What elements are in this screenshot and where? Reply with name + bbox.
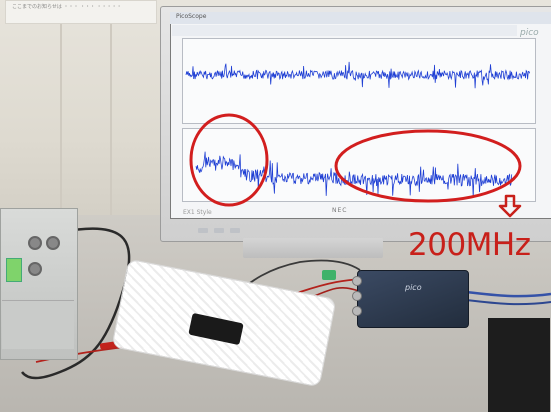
generator-knob[interactable] (28, 236, 42, 250)
trace-line (195, 151, 513, 198)
usb-cable-2 (465, 299, 551, 306)
wall-seam (110, 0, 112, 230)
upper-trace (185, 61, 531, 89)
app-titlebar (170, 12, 551, 24)
usb-cable (465, 290, 551, 298)
monitor-button[interactable] (198, 228, 208, 233)
app-toolbar[interactable] (172, 25, 517, 36)
bnc-connector[interactable] (352, 291, 362, 301)
arrow-icon (498, 194, 522, 218)
bnc-connector[interactable] (352, 276, 362, 286)
lower-trace (195, 151, 513, 198)
monitor-button[interactable] (230, 228, 240, 233)
generator-front-panel (2, 300, 74, 349)
monitor-stand (243, 238, 383, 258)
generator-display (6, 258, 22, 282)
wall-sheet-text: ここまでのお知らせは ・・・ ・・・ ・・・・・ (12, 4, 122, 10)
wall-sheet (5, 0, 157, 24)
generator-knob[interactable] (46, 236, 60, 250)
bnc-connector[interactable] (352, 306, 362, 316)
wall-seam (60, 0, 62, 230)
app-window-title: PicoScope (176, 13, 207, 20)
highlight-ellipse-right (334, 129, 522, 203)
monitor-maker-logo: NEC (332, 207, 348, 214)
device-logo: pico (405, 283, 422, 292)
generator-knob[interactable] (28, 262, 42, 276)
monitor-button[interactable] (214, 228, 224, 233)
picoscope-device (357, 270, 469, 328)
green-connector (322, 270, 336, 280)
cable-black (21, 227, 131, 380)
app-brand-logo: pico (520, 28, 539, 38)
mouse-pad (488, 318, 550, 412)
upper-plot-panel (182, 38, 536, 124)
trace-line (185, 61, 531, 89)
highlight-ellipse-left (189, 113, 269, 207)
monitor-bezel-logo: EX1 Style (183, 209, 212, 216)
frequency-annotation: 200MHz (408, 227, 531, 263)
